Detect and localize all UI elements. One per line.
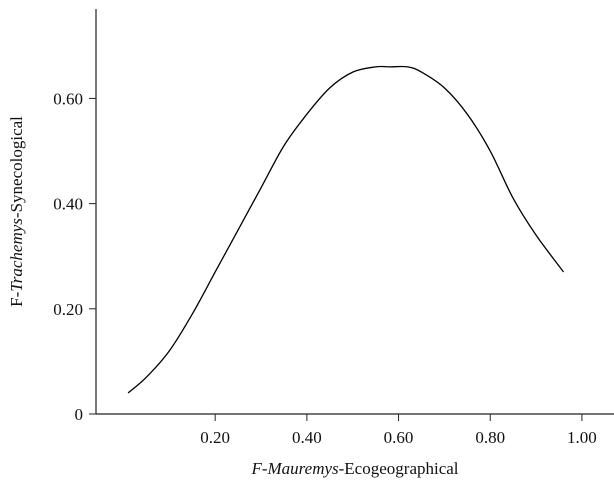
axes-layer (95, 9, 614, 415)
axis-title-part: F-Mauremys (250, 459, 339, 478)
series-layer (127, 65, 565, 394)
x-tick-label: 0.40 (292, 428, 322, 447)
x-tick-label: 1.00 (567, 428, 597, 447)
y-axis-title: F-Trachemys-Synecological (7, 116, 26, 307)
axis-title-part: Trachemys (7, 218, 26, 292)
y-tick-label: 0 (75, 405, 84, 424)
x-tick-label: 0.60 (384, 428, 414, 447)
y-tick-label: 0.60 (53, 89, 83, 108)
axis-title-part: F- (7, 291, 26, 306)
axis-title-part: -Ecogeographical (339, 459, 459, 478)
y-tick-label: 0.20 (53, 300, 83, 319)
x-axis-title: F-Mauremys-Ecogeographical (250, 459, 458, 478)
ticks-layer: 0.20 0.40 0.60 0.80 1.00 0 0.20 0.40 0.60 (53, 89, 597, 447)
series-line (127, 65, 565, 394)
axis-title-part: -Synecological (7, 116, 26, 218)
x-tick-label: 0.20 (200, 428, 230, 447)
y-tick-label: 0.40 (53, 195, 83, 214)
x-tick-label: 0.80 (475, 428, 505, 447)
